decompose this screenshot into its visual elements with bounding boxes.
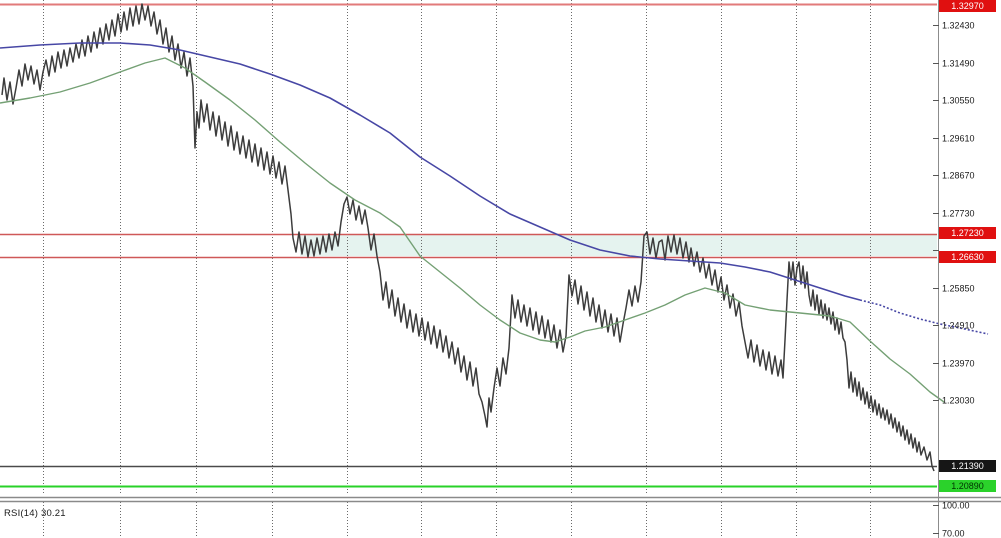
price-line (1, 3, 935, 472)
price-badge (939, 0, 996, 12)
price-badge-label: 1.20890 (951, 481, 984, 491)
rsi-scale-label: 70.00 (942, 529, 965, 538)
price-tick-label: 1.25850 (942, 284, 975, 294)
price-tick-label: 1.32430 (942, 21, 975, 31)
price-badge (939, 460, 996, 472)
resistance-zone-band (300, 235, 937, 256)
price-tick-label: 1.30550 (942, 96, 975, 106)
price-tick-label: 1.28670 (942, 171, 975, 181)
rsi-indicator-label: RSI(14) 30.21 (4, 508, 66, 519)
price-tick-label: 1.31490 (942, 59, 975, 69)
price-badge (939, 480, 996, 492)
price-badge-label: 1.26630 (951, 252, 984, 262)
ma-slow-blue-tail-line (859, 299, 989, 335)
ma-fast-green-line (0, 57, 945, 403)
ma-slow-blue-line (0, 42, 861, 301)
price-tick-label: 1.24910 (942, 321, 975, 331)
price-badge (939, 227, 996, 239)
rsi-scale-label: 100.00 (942, 501, 970, 511)
price-tick-label: 1.29610 (942, 134, 975, 144)
price-badge (939, 251, 996, 263)
price-tick-label: 1.23030 (942, 396, 975, 406)
price-badge-label: 1.32970 (951, 1, 984, 11)
price-tick-label: 1.23970 (942, 359, 975, 369)
price-badge-label: 1.21390 (951, 461, 984, 471)
price-badge-label: 1.27230 (951, 228, 984, 238)
price-tick-label: 1.27730 (942, 209, 975, 219)
